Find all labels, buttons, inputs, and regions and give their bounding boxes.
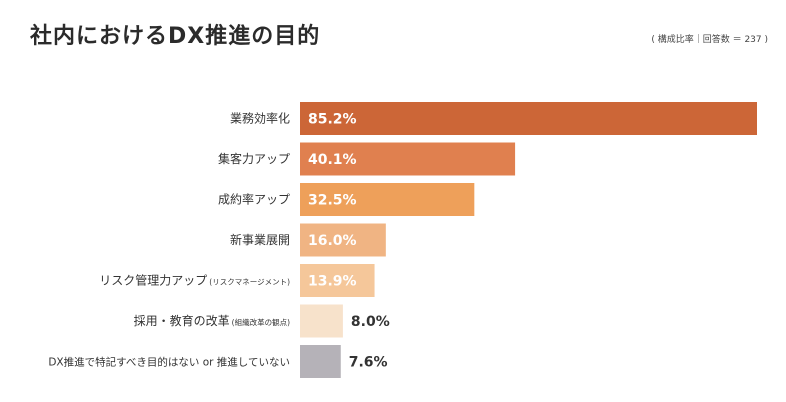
bar-row: 85.2% 業務効率化 bbox=[230, 102, 757, 135]
category-label: 業務効率化 bbox=[230, 111, 290, 126]
category-label: 集客力アップ bbox=[218, 151, 290, 166]
value-label: 85.2% bbox=[308, 112, 357, 128]
category-label: 成約率アップ bbox=[218, 192, 290, 207]
value-label: 32.5% bbox=[308, 193, 357, 209]
bar bbox=[300, 345, 341, 378]
bar bbox=[300, 102, 757, 135]
bar-row: 7.6% DX推進で特記すべき目的はない or 推進していない bbox=[48, 345, 388, 378]
value-label: 16.0% bbox=[308, 233, 357, 249]
bar bbox=[300, 142, 516, 176]
value-label: 40.1% bbox=[308, 152, 357, 168]
category-label: リスク管理力アップ (リスクマネージメント) bbox=[99, 273, 290, 288]
category-sublabel: (リスクマネージメント) bbox=[209, 278, 290, 287]
value-label: 8.0% bbox=[351, 314, 390, 330]
category-label: 採用・教育の改革 (組織改革の観点) bbox=[134, 313, 290, 328]
chart-title: 社内におけるDX推進の目的 bbox=[30, 24, 321, 49]
bar-row: 32.5% 成約率アップ bbox=[218, 183, 475, 216]
category-sublabel: (組織改革の観点) bbox=[232, 317, 290, 327]
bar bbox=[300, 183, 475, 216]
bar bbox=[300, 223, 386, 257]
category-label: DX推進で特記すべき目的はない or 推進していない bbox=[48, 356, 290, 369]
respondent-note: ( 構成比率｜回答数 ＝ 237 ) bbox=[651, 35, 768, 45]
bar-row: 40.1% 集客力アップ bbox=[218, 142, 516, 176]
category-label: 新事業展開 bbox=[230, 232, 290, 247]
bar-row: 13.9% リスク管理力アップ (リスクマネージメント) bbox=[99, 264, 375, 297]
bar-row: 8.0% 採用・教育の改革 (組織改革の観点) bbox=[134, 304, 390, 338]
value-label: 7.6% bbox=[349, 355, 388, 371]
bar-row: 16.0% 新事業展開 bbox=[230, 223, 386, 257]
bar bbox=[300, 304, 343, 338]
bar bbox=[300, 264, 375, 297]
value-label: 13.9% bbox=[308, 274, 357, 290]
